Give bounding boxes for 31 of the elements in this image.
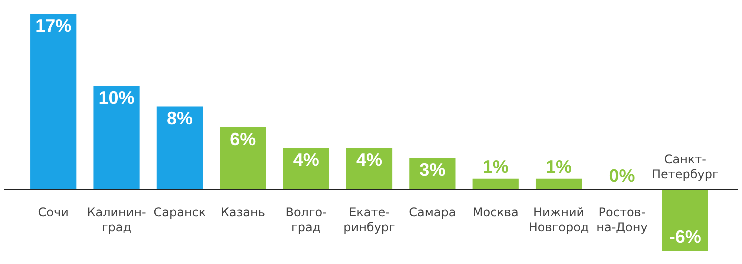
x-tick-label: Казань xyxy=(220,205,266,220)
data-label: 8% xyxy=(166,108,193,129)
data-label: 4% xyxy=(293,150,320,170)
x-tick-label: Самара xyxy=(409,205,456,220)
data-label: 1% xyxy=(546,156,572,177)
data-label: 0% xyxy=(609,166,636,186)
data-label: 1% xyxy=(482,156,509,177)
data-label: -6% xyxy=(669,226,702,247)
x-tick-label: Екате- ринбург xyxy=(344,205,396,234)
x-tick-label: Калинин- град xyxy=(87,205,146,234)
bar xyxy=(220,127,266,190)
data-label: 17% xyxy=(36,16,72,36)
x-tick-label: Нижний Новгород xyxy=(528,205,590,234)
x-tick-label: Ростов- на-Дону xyxy=(596,205,648,234)
data-label: 4% xyxy=(356,150,383,170)
bar xyxy=(472,178,519,190)
x-tick-label: Санкт- Петербург xyxy=(652,152,719,182)
data-label: 6% xyxy=(230,129,256,150)
bar xyxy=(662,189,708,251)
bar xyxy=(94,86,140,190)
x-tick-label: Саранск xyxy=(154,205,206,220)
x-tick-label: Сочи xyxy=(38,205,69,220)
bar xyxy=(283,148,330,190)
bar xyxy=(156,106,204,190)
bar xyxy=(30,14,77,190)
bar xyxy=(536,178,582,190)
x-tick-label: Волго- град xyxy=(286,205,327,234)
data-label: 3% xyxy=(420,160,446,180)
data-label: 10% xyxy=(98,88,135,108)
x-tick-label: Москва xyxy=(472,205,519,220)
bar xyxy=(346,148,393,190)
